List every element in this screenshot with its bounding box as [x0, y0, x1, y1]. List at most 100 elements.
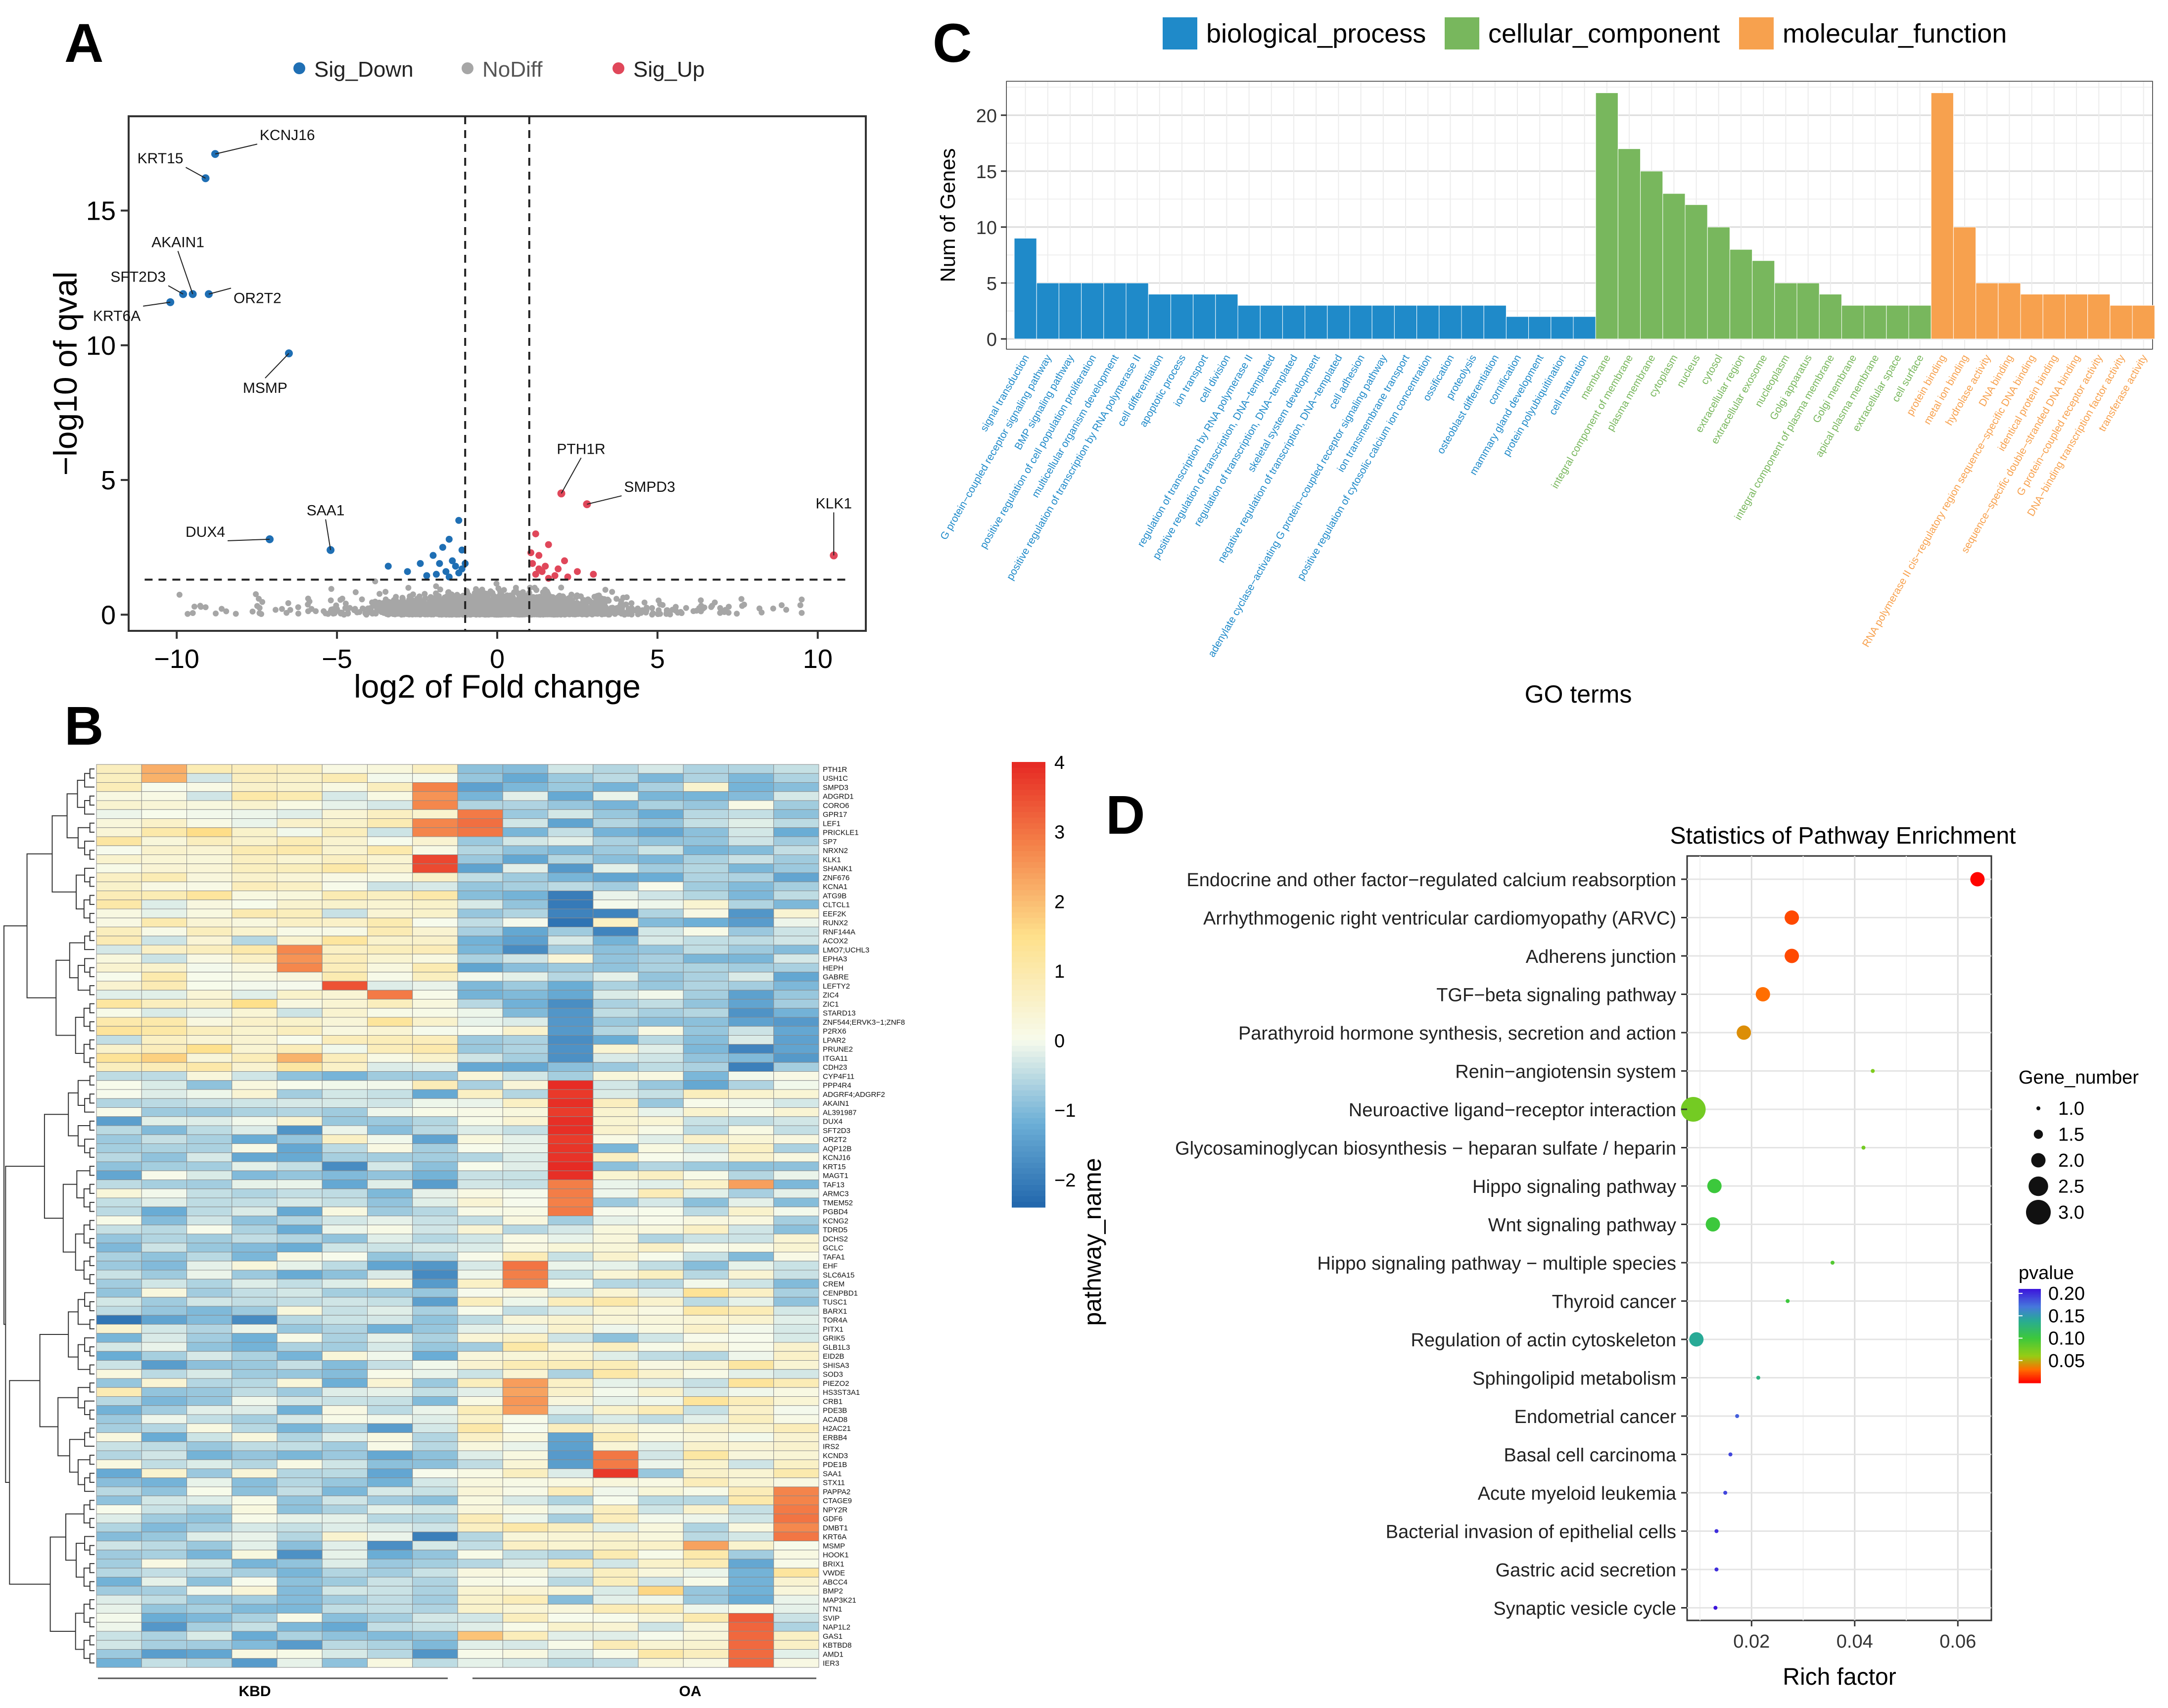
- heatmap-cell: [367, 953, 413, 963]
- heatmap-cell: [683, 827, 729, 837]
- heatmap-cell: [187, 1414, 233, 1424]
- heatmap-cell: [141, 863, 187, 873]
- heatmap-cell: [277, 1035, 323, 1045]
- heatmap-cell: [683, 1324, 729, 1334]
- heatmap-cell: [232, 1486, 278, 1496]
- heatmap-cell: [367, 764, 413, 774]
- heatmap-cell: [457, 1279, 503, 1288]
- heatmap-cell: [638, 1459, 684, 1469]
- heatmap-cell: [232, 1197, 278, 1207]
- heatmap-cell: [548, 764, 594, 774]
- dendrogram-branch: [89, 1319, 94, 1329]
- nodiff-point: [770, 605, 776, 612]
- heatmap-cell: [96, 764, 142, 774]
- nodiff-point: [323, 610, 329, 617]
- heatmap-cell: [457, 782, 503, 792]
- heatmap-cell: [412, 1414, 458, 1424]
- heatmap-cell: [773, 782, 819, 792]
- heatmap-cell: [187, 1071, 233, 1081]
- heatmap-cell: [728, 1197, 774, 1207]
- heatmap-cell: [502, 1008, 548, 1018]
- heatmap-cell: [593, 1405, 639, 1415]
- heatmap-cell: [277, 945, 323, 954]
- heatmap-cell: [367, 827, 413, 837]
- heatmap-cell: [141, 1324, 187, 1334]
- heatmap-cell: [773, 1116, 819, 1126]
- heatmap-cell: [187, 1026, 233, 1036]
- heatmap-cell: [502, 1170, 548, 1180]
- nodiff-point: [580, 597, 586, 603]
- heatmap-cell: [728, 1180, 774, 1189]
- heatmap-cell: [502, 999, 548, 1009]
- heatmap-cell: [457, 1008, 503, 1018]
- heatmap-cell: [683, 1242, 729, 1252]
- heatmap-cell: [322, 881, 368, 891]
- heatmap-cell: [96, 927, 142, 937]
- heatmap-cell: [502, 891, 548, 901]
- heatmap-cell: [683, 1333, 729, 1343]
- heatmap-cell: [457, 1234, 503, 1243]
- heatmap-cell: [322, 891, 368, 901]
- nodiff-point: [574, 608, 580, 614]
- heatmap-cell: [187, 891, 233, 901]
- heatmap-cell: [322, 1360, 368, 1370]
- heatmap-cell: [773, 990, 819, 999]
- dendrogram-branch: [89, 850, 94, 860]
- heatmap-cell: [322, 1288, 368, 1298]
- heatmap-cell: [683, 854, 729, 864]
- heatmap-cell: [187, 1053, 233, 1063]
- heatmap-cell: [232, 1098, 278, 1108]
- heatmap-cell: [232, 999, 278, 1009]
- heatmap-cell: [773, 1252, 819, 1262]
- nodiff-point: [726, 604, 732, 610]
- legend-label-nodiff: NoDiff: [482, 57, 543, 82]
- heatmap-cell: [277, 1297, 323, 1307]
- heatmap-cell: [141, 927, 187, 937]
- heatmap-cell: [683, 990, 729, 999]
- nodiff-point: [556, 598, 563, 605]
- heatmap-cell: [728, 1134, 774, 1144]
- dendrogram-branch: [77, 827, 90, 849]
- nodiff-point: [628, 612, 635, 617]
- nodiff-point: [475, 608, 482, 615]
- heatmap-cell: [232, 945, 278, 954]
- heatmap-cell: [683, 1143, 729, 1153]
- heatmap-cell: [367, 1008, 413, 1018]
- heatmap-cell: [457, 1143, 503, 1153]
- heatmap-cell: [593, 1469, 639, 1478]
- heatmap-cell: [457, 1297, 503, 1307]
- nodiff-point: [529, 604, 536, 610]
- heatmap-cell: [638, 1125, 684, 1135]
- heatmap-cell: [593, 1017, 639, 1027]
- heatmap-cell: [548, 1080, 594, 1090]
- heatmap-cell: [412, 945, 458, 954]
- heatmap-cell: [548, 1026, 594, 1036]
- heatmap-cell: [187, 1225, 233, 1234]
- heatmap-cell: [277, 1234, 323, 1243]
- heatmap-cell: [683, 1080, 729, 1090]
- heatmap-cell: [683, 1197, 729, 1207]
- heatmap-cell: [728, 863, 774, 873]
- heatmap-cell: [187, 1234, 233, 1243]
- heatmap-cell: [502, 809, 548, 819]
- heatmap-cell: [96, 809, 142, 819]
- heatmap-cell: [232, 1053, 278, 1063]
- heatmap-cell: [322, 1234, 368, 1243]
- heatmap-cell: [141, 1216, 187, 1226]
- heatmap-cell: [367, 999, 413, 1009]
- nodiff-point: [657, 611, 663, 617]
- heatmap-cell: [277, 1206, 323, 1216]
- nodiff-point: [663, 611, 669, 617]
- heatmap-cell: [457, 1306, 503, 1316]
- heatmap-cell: [322, 1387, 368, 1397]
- heatmap-cell: [773, 1216, 819, 1226]
- heatmap-cell: [412, 782, 458, 792]
- nodiff-point: [701, 604, 707, 611]
- heatmap-cell: [683, 1360, 729, 1370]
- heatmap-cell: [232, 936, 278, 946]
- heatmap-cell: [457, 1116, 503, 1126]
- nodiff-point: [574, 592, 580, 599]
- heatmap-cell: [187, 1432, 233, 1442]
